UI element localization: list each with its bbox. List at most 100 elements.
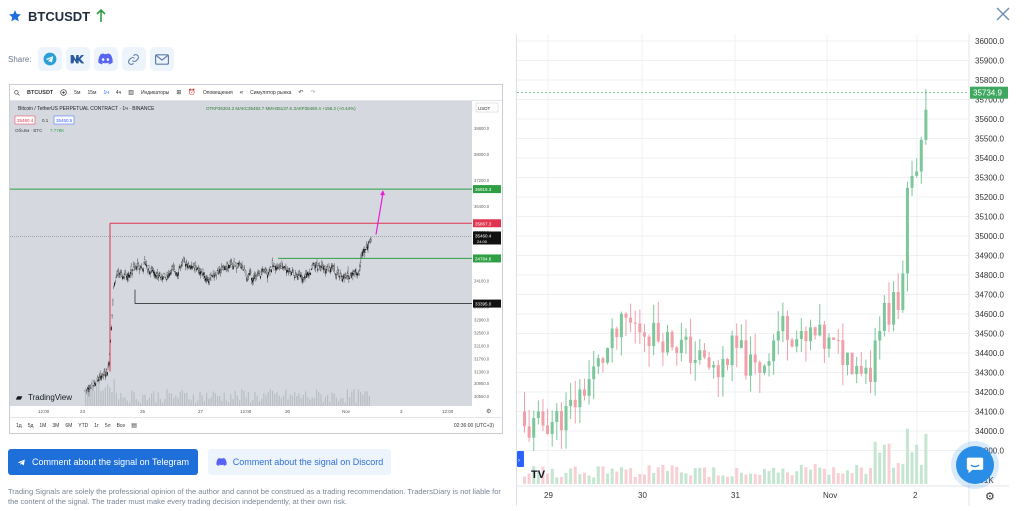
live-candle-body <box>785 315 789 340</box>
snapshot-candle-body <box>166 272 168 277</box>
snapshot-candle-body <box>265 271 267 274</box>
snapshot-volume-bar <box>140 402 142 406</box>
snapshot-volume-bar <box>223 392 225 406</box>
snapshot-candle-body <box>344 277 346 279</box>
signal-chart-snapshot: BTCUSDT 5м 15м 1ч 4ч ▥ Индикаторы ⊞ ⏰ Оп… <box>9 84 503 434</box>
snapshot-price-tick: 30550.0 <box>474 394 490 399</box>
live-candle-body <box>527 426 531 438</box>
snapshot-volume-bar <box>327 394 329 406</box>
snapshot-candle-body <box>209 274 211 278</box>
snapshot-candle-body <box>365 244 367 248</box>
snapshot-candle-body <box>329 267 331 271</box>
snapshot-volume-bar <box>307 397 309 406</box>
share-telegram-button[interactable] <box>37 47 62 71</box>
snapshot-candle-body <box>213 275 215 278</box>
close-icon[interactable] <box>995 6 1011 22</box>
live-candle-body <box>578 389 582 408</box>
snapshot-candle-body <box>306 274 308 278</box>
snapshot-candle-body <box>133 264 135 267</box>
snapshot-candle-body <box>119 273 121 275</box>
chat-button[interactable] <box>956 446 994 484</box>
alerts-label: Оповещения <box>202 89 233 96</box>
snapshot-candle-body <box>334 266 335 271</box>
snapshot-candle-body <box>293 274 295 276</box>
settings-icon: ⚙ <box>486 408 491 415</box>
snapshot-candle-body <box>223 265 225 267</box>
snapshot-price-tick: 38000.0 <box>474 152 490 157</box>
live-candle-body <box>536 411 540 418</box>
snapshot-candle-body <box>296 275 298 278</box>
snapshot-candle-body <box>338 270 339 274</box>
snapshot-candle-body <box>255 276 257 279</box>
target-price-value: 36919.3 <box>475 187 492 192</box>
mail-icon <box>154 53 169 65</box>
snapshot-candle-body <box>170 270 172 274</box>
live-candle-body <box>702 350 706 358</box>
snapshot-candle-body <box>291 272 292 276</box>
share-link-button[interactable] <box>121 47 146 71</box>
live-volume-bar <box>901 464 905 484</box>
snapshot-volume-bar <box>289 394 291 406</box>
snapshot-volume-bar <box>241 389 243 406</box>
snapshot-candle-body <box>307 273 309 276</box>
live-candle-body <box>924 109 928 140</box>
live-candle-body <box>855 365 859 375</box>
live-candle-body <box>901 273 905 310</box>
snapshot-candle-body <box>120 272 122 276</box>
live-volume-bar <box>882 444 886 484</box>
share-discord-button[interactable] <box>93 47 118 71</box>
signal-header: BTCUSDT <box>8 7 106 25</box>
share-mail-button[interactable] <box>149 47 174 71</box>
snapshot-candle-body <box>286 270 288 274</box>
live-candle-body <box>587 379 591 396</box>
live-candle-body <box>573 399 577 408</box>
live-volume-bar <box>573 466 577 484</box>
snapshot-candle-body <box>348 275 350 280</box>
snapshot-candle-body <box>358 271 360 274</box>
live-volume-bar <box>730 476 734 484</box>
live-volume-bar <box>818 467 822 484</box>
current-price-value: 35460.4 <box>475 233 492 238</box>
snapshot-volume-bar <box>355 402 357 406</box>
snapshot-candle-body <box>283 266 285 268</box>
comment-telegram-button[interactable]: Comment about the signal on Telegram <box>8 449 198 475</box>
live-volume-bar <box>896 463 900 484</box>
star-icon[interactable] <box>8 9 22 23</box>
snapshot-candle-body <box>328 265 330 269</box>
snapshot-candle-body <box>284 267 286 270</box>
live-volume-bar <box>910 452 914 484</box>
snapshot-candle-body <box>220 267 222 270</box>
live-volume-bar <box>841 473 845 484</box>
snapshot-candle-body <box>313 263 315 264</box>
snapshot-toolbar: BTCUSDT 5м 15м 1ч 4ч ▥ Индикаторы ⊞ ⏰ Оп… <box>10 85 502 101</box>
snapshot-volume-bar <box>120 393 122 406</box>
live-volume-bar <box>523 476 526 484</box>
live-candle-body <box>721 358 725 378</box>
live-volume-bar <box>762 468 766 484</box>
snapshot-candle-body <box>321 264 323 267</box>
snapshot-candle-body <box>288 268 290 270</box>
snapshot-candle-body <box>352 272 354 276</box>
snapshot-candle-body <box>282 266 284 269</box>
snapshot-candle-body <box>181 260 183 263</box>
live-volume-bar <box>647 465 651 484</box>
replay-icon: « <box>239 89 244 96</box>
live-volume-bar <box>652 472 656 484</box>
snapshot-candle-body <box>147 269 149 273</box>
live-price-tick: 35000.0 <box>975 232 1004 241</box>
volume-value: 7.778K <box>50 128 64 133</box>
snapshot-candle-body <box>295 272 296 276</box>
snapshot-volume-bar <box>252 399 254 406</box>
snapshot-candle-body <box>349 278 351 279</box>
snapshot-candle-body <box>103 371 105 374</box>
snapshot-candle-body <box>150 268 152 272</box>
share-vk-button[interactable] <box>65 47 90 71</box>
snapshot-candle-body <box>267 274 269 279</box>
snapshot-candle-body <box>249 269 251 273</box>
comment-discord-button[interactable]: Comment about the signal on Discord <box>208 449 391 475</box>
live-price-tick: 35600.0 <box>975 115 1004 124</box>
snapshot-footer: 1д 5д 1М 3М 6М YTD 1г 5л Все ▤ 02:36:00 … <box>10 417 502 433</box>
live-price-tick: 35300.0 <box>975 174 1004 183</box>
live-candle-body <box>546 425 550 434</box>
snapshot-candle-body <box>185 263 186 267</box>
